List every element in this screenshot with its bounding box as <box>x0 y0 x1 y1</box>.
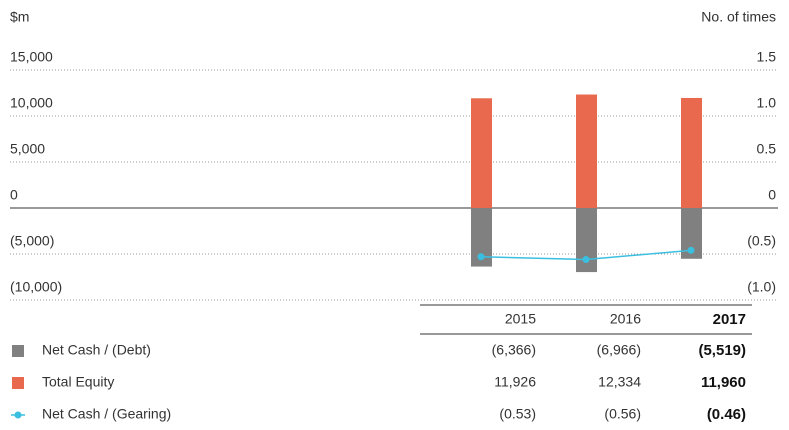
y2-tick-label: (0.5) <box>747 233 776 249</box>
y-tick-label: 0 <box>10 187 18 203</box>
y-axis-label: $m <box>10 9 29 25</box>
legend-label: Net Cash / (Debt) <box>42 342 151 358</box>
bar <box>576 94 597 208</box>
legend-marker <box>12 345 24 357</box>
legend-label: Total Equity <box>42 374 114 390</box>
x-tick-label: 2016 <box>610 311 641 327</box>
table-value: (6,966) <box>597 342 641 358</box>
table-value: (0.46) <box>707 406 746 423</box>
point <box>477 253 485 261</box>
table-value: 11,960 <box>701 374 746 391</box>
y2-tick-label: 1.0 <box>757 95 777 111</box>
x-tick-label: 2015 <box>505 311 536 327</box>
table-value: 11,926 <box>494 374 536 390</box>
y2-tick-label: 1.5 <box>757 49 777 65</box>
bar <box>681 97 702 208</box>
y2-tick-label: 0 <box>768 187 776 203</box>
y-tick-label: 15,000 <box>10 49 53 65</box>
table-value: (5,519) <box>698 342 746 359</box>
table-value: 12,334 <box>598 374 641 390</box>
y2-tick-label: (1.0) <box>747 279 776 295</box>
table-value: (0.53) <box>499 406 536 422</box>
y2-tick-label: 0.5 <box>757 141 777 157</box>
bar <box>471 208 492 267</box>
y-tick-label: (5,000) <box>10 233 54 249</box>
legend-label: Net Cash / (Gearing) <box>42 406 171 422</box>
point <box>582 256 590 264</box>
table-value: (0.56) <box>604 406 641 422</box>
y-tick-label: 10,000 <box>10 95 53 111</box>
bar <box>576 208 597 273</box>
legend-marker <box>12 377 24 389</box>
point <box>687 246 695 254</box>
y-tick-label: 5,000 <box>10 141 45 157</box>
bar <box>681 208 702 259</box>
legend-marker <box>14 411 22 419</box>
table-value: (6,366) <box>492 342 536 358</box>
x-tick-label: 2017 <box>713 311 746 328</box>
bar <box>471 98 492 208</box>
y2-axis-label: No. of times <box>701 9 776 25</box>
y-tick-label: (10,000) <box>10 279 62 295</box>
